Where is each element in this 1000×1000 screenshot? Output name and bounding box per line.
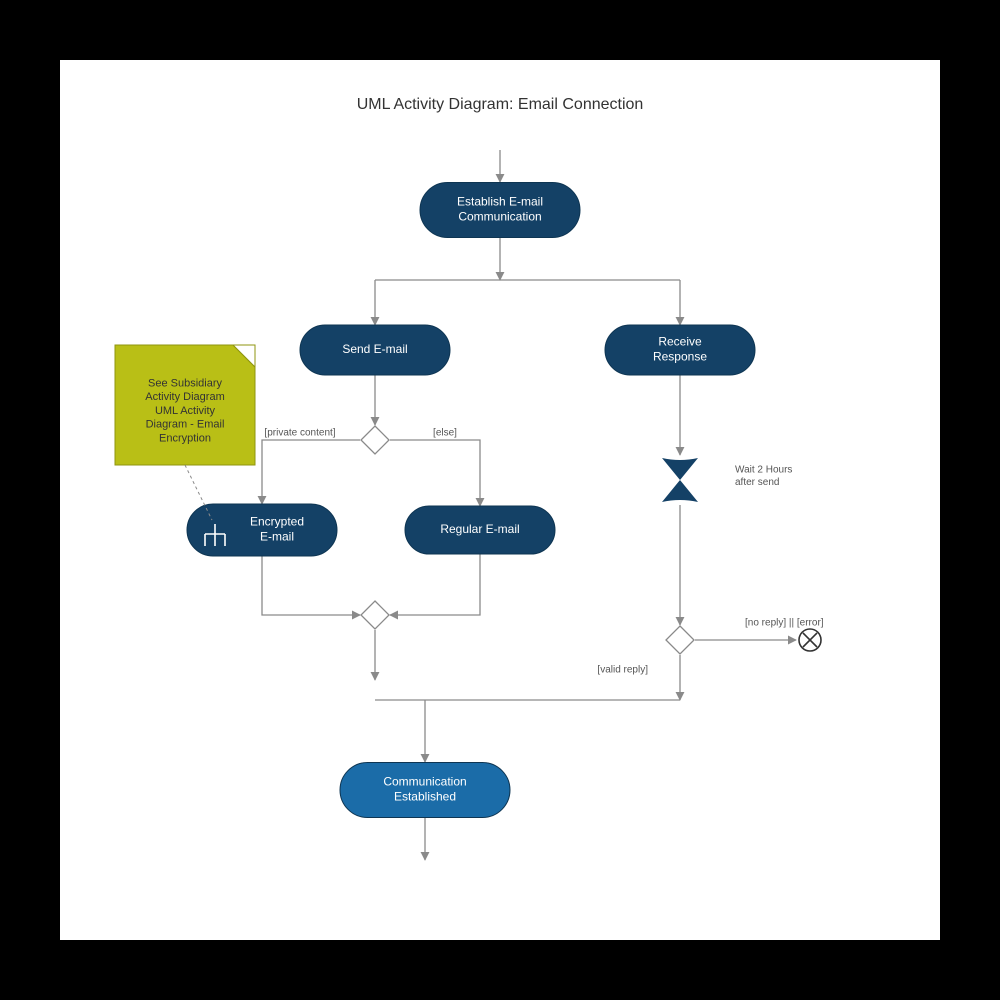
svg-text:[valid reply]: [valid reply] (597, 665, 648, 676)
svg-text:Encrypted: Encrypted (250, 515, 304, 529)
activity-encrypted: EncryptedE-mail (187, 504, 337, 556)
svg-text:[else]: [else] (433, 428, 457, 439)
diagram-canvas: UML Activity Diagram: Email Connection [p… (0, 0, 1000, 1000)
svg-text:[private content]: [private content] (264, 428, 335, 439)
activity-send: Send E-mail (300, 325, 450, 375)
svg-text:after send: after send (735, 477, 779, 488)
svg-text:Wait 2 Hours: Wait 2 Hours (735, 464, 792, 475)
flow-final (799, 629, 821, 651)
svg-text:See Subsidiary: See Subsidiary (148, 377, 222, 389)
svg-text:Receive: Receive (658, 335, 702, 349)
svg-text:[no reply] || [error]: [no reply] || [error] (745, 618, 824, 629)
activity-establish: Establish E-mailCommunication (420, 183, 580, 238)
activity-regular: Regular E-mail (405, 506, 555, 554)
svg-text:UML Activity Diagram: Email Co: UML Activity Diagram: Email Connection (357, 96, 644, 113)
svg-text:Established: Established (394, 790, 456, 804)
svg-text:Communication: Communication (383, 775, 466, 789)
svg-text:Communication: Communication (458, 210, 541, 224)
svg-text:Regular E-mail: Regular E-mail (440, 522, 519, 536)
svg-text:Establish E-mail: Establish E-mail (457, 195, 543, 209)
activity-commest: CommunicationEstablished (340, 763, 510, 818)
svg-text:Response: Response (653, 350, 707, 364)
svg-text:Diagram - Email: Diagram - Email (146, 419, 225, 431)
svg-text:UML Activity: UML Activity (155, 405, 216, 417)
activity-receive: ReceiveResponse (605, 325, 755, 375)
svg-text:Send E-mail: Send E-mail (342, 342, 407, 356)
svg-text:Activity Diagram: Activity Diagram (145, 391, 224, 403)
svg-text:E-mail: E-mail (260, 530, 294, 544)
svg-text:Encryption: Encryption (159, 432, 211, 444)
